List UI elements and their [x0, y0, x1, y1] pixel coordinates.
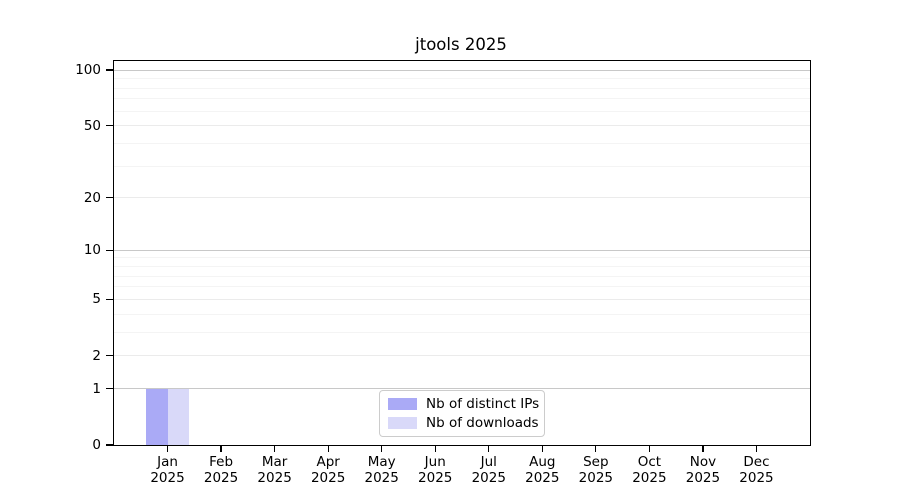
y-tick — [105, 444, 113, 446]
y-gridline-major — [114, 69, 810, 71]
x-tick — [755, 445, 758, 452]
x-tick-year: 2025 — [471, 470, 506, 486]
y-tick-label: 50 — [83, 117, 101, 134]
x-tick — [648, 445, 651, 452]
y-tick-label: 100 — [75, 62, 101, 79]
y-gridline-minor — [114, 98, 810, 100]
x-tick-month: Apr — [316, 454, 340, 470]
legend-item: Nb of downloads — [388, 414, 539, 431]
y-gridline-minor — [114, 78, 810, 80]
y-gridline — [114, 355, 810, 357]
x-tick-year: 2025 — [525, 470, 560, 486]
x-tick — [273, 445, 276, 452]
x-tick-label: Apr 2025 — [286, 454, 370, 486]
y-tick — [105, 355, 113, 357]
y-tick-label: 10 — [83, 242, 101, 259]
y-gridline-minor — [114, 165, 810, 167]
y-gridline — [114, 197, 810, 199]
x-tick-year: 2025 — [418, 470, 453, 486]
y-gridline-minor — [114, 275, 810, 277]
x-tick — [434, 445, 436, 452]
y-tick — [105, 249, 113, 251]
x-tick — [702, 445, 704, 452]
y-gridline-minor — [114, 257, 810, 259]
y-gridline-minor — [114, 286, 810, 288]
x-tick-month: Feb — [209, 454, 234, 470]
x-tick-year: 2025 — [203, 470, 239, 486]
x-tick-label: Sep 2025 — [554, 454, 638, 486]
y-gridline-minor — [114, 110, 810, 112]
x-tick-month: Oct — [637, 454, 662, 470]
y-tick-label: 1 — [92, 380, 101, 397]
x-tick-label: Dec 2025 — [714, 454, 798, 486]
x-tick — [488, 445, 490, 452]
x-tick-year: 2025 — [257, 470, 292, 486]
legend-label: Nb of downloads — [426, 414, 539, 431]
x-tick-month: Jun — [424, 454, 446, 470]
y-tick — [105, 69, 113, 71]
x-tick-month: May — [367, 454, 396, 470]
x-tick-label: Jun 2025 — [393, 454, 477, 486]
x-tick-year: 2025 — [364, 470, 399, 486]
y-gridline — [114, 125, 810, 127]
x-tick-year: 2025 — [578, 470, 614, 486]
x-tick-month: Mar — [261, 454, 288, 470]
x-tick-label: Mar 2025 — [233, 454, 317, 486]
y-gridline-minor — [114, 313, 810, 315]
legend-label: Nb of distinct IPs — [426, 396, 540, 413]
x-tick-month: Jan — [157, 454, 178, 470]
legend-item: Nb of distinct IPs — [388, 396, 540, 413]
bar-distinct-ips — [146, 388, 168, 445]
y-tick — [105, 124, 113, 127]
x-tick-year: 2025 — [150, 470, 185, 486]
x-tick-month: Aug — [529, 454, 556, 470]
x-tick-label: Jan 2025 — [126, 454, 210, 486]
x-tick-month: Sep — [583, 454, 609, 470]
chart-title: jtools 2025 — [415, 35, 507, 54]
x-tick-month: Dec — [743, 454, 770, 470]
x-tick — [541, 445, 543, 452]
x-tick-year: 2025 — [310, 470, 346, 486]
x-tick-label: May 2025 — [340, 454, 424, 486]
x-tick-year: 2025 — [739, 470, 774, 486]
x-tick — [381, 445, 383, 452]
y-gridline — [114, 298, 810, 300]
x-tick-label: Nov 2025 — [661, 454, 745, 486]
x-tick — [327, 445, 329, 452]
y-tick-label: 2 — [92, 347, 101, 364]
y-tick — [105, 388, 113, 390]
x-tick-month: Nov — [689, 454, 717, 470]
legend-swatch-icon — [388, 398, 417, 411]
x-tick-year: 2025 — [632, 470, 667, 486]
x-tick-year: 2025 — [685, 470, 721, 486]
y-tick-label: 20 — [83, 189, 101, 206]
x-tick-month: Jul — [480, 454, 497, 470]
y-gridline-major — [114, 388, 810, 390]
y-gridline-minor — [114, 331, 810, 333]
x-tick-label: Oct 2025 — [607, 454, 691, 486]
x-tick-label: Aug 2025 — [500, 454, 584, 486]
y-tick — [105, 298, 113, 301]
x-tick-label: Jul 2025 — [447, 454, 531, 486]
y-tick — [105, 197, 113, 199]
legend-swatch-icon — [388, 416, 417, 429]
y-tick-label: 0 — [92, 437, 101, 453]
x-tick-label: Feb 2025 — [179, 454, 263, 486]
y-gridline-major — [114, 249, 810, 251]
y-gridline-minor — [114, 142, 810, 144]
y-tick-label: 5 — [92, 291, 101, 308]
plot-area: 0 1 2 5 10 20 50 100 Jan 2025 Feb 2025 Mar 2025 Apr 202… — [75, 60, 811, 486]
y-gridline-minor — [114, 87, 810, 89]
legend: Nb of distinct IPs Nb of downloads — [379, 390, 545, 437]
y-gridline-minor — [114, 266, 810, 268]
x-tick — [166, 445, 169, 452]
bar-downloads — [167, 388, 189, 445]
x-tick — [595, 445, 597, 452]
x-tick — [220, 445, 222, 452]
